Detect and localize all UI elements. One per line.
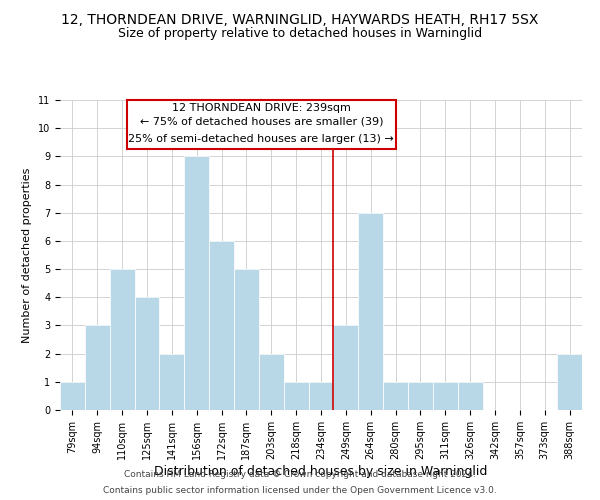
- Text: Contains public sector information licensed under the Open Government Licence v3: Contains public sector information licen…: [103, 486, 497, 495]
- Bar: [184, 156, 209, 410]
- Bar: [85, 326, 110, 410]
- Text: 25% of semi-detached houses are larger (13) →: 25% of semi-detached houses are larger (…: [128, 134, 394, 144]
- Bar: [334, 326, 358, 410]
- Bar: [458, 382, 482, 410]
- Text: 12, THORNDEAN DRIVE, WARNINGLID, HAYWARDS HEATH, RH17 5SX: 12, THORNDEAN DRIVE, WARNINGLID, HAYWARD…: [61, 12, 539, 26]
- Bar: [408, 382, 433, 410]
- Bar: [60, 382, 85, 410]
- Bar: [383, 382, 408, 410]
- Text: Size of property relative to detached houses in Warninglid: Size of property relative to detached ho…: [118, 28, 482, 40]
- X-axis label: Distribution of detached houses by size in Warninglid: Distribution of detached houses by size …: [154, 464, 488, 477]
- Bar: [134, 298, 160, 410]
- Bar: [160, 354, 184, 410]
- Y-axis label: Number of detached properties: Number of detached properties: [22, 168, 32, 342]
- Text: ← 75% of detached houses are smaller (39): ← 75% of detached houses are smaller (39…: [140, 117, 383, 127]
- Bar: [284, 382, 308, 410]
- Text: 12 THORNDEAN DRIVE: 239sqm: 12 THORNDEAN DRIVE: 239sqm: [172, 103, 351, 113]
- Bar: [433, 382, 458, 410]
- Bar: [234, 269, 259, 410]
- Bar: [110, 269, 134, 410]
- Bar: [358, 212, 383, 410]
- Text: Contains HM Land Registry data © Crown copyright and database right 2024.: Contains HM Land Registry data © Crown c…: [124, 470, 476, 479]
- Bar: [209, 241, 234, 410]
- Bar: [557, 354, 582, 410]
- FancyBboxPatch shape: [127, 100, 395, 150]
- Bar: [308, 382, 334, 410]
- Bar: [259, 354, 284, 410]
